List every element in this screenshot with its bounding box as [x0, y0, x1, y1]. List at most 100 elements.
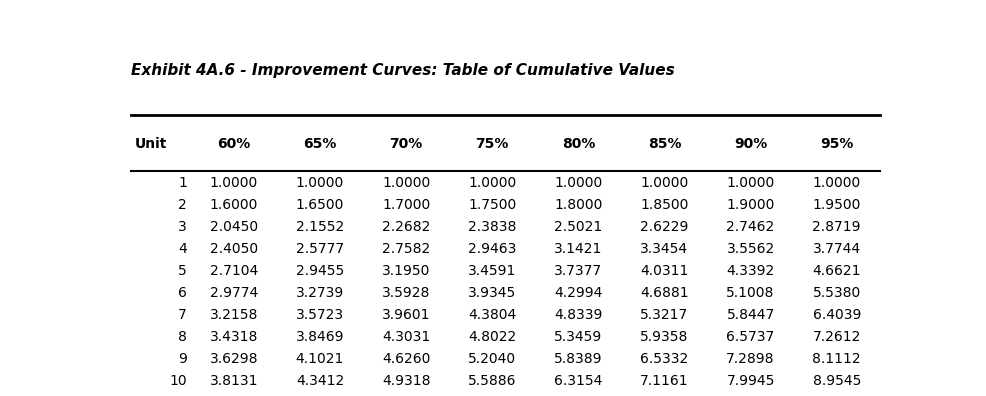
Text: 3.1950: 3.1950	[382, 264, 430, 278]
Text: 3.7377: 3.7377	[554, 264, 602, 278]
Text: 1.0000: 1.0000	[296, 176, 344, 190]
Text: 4.8339: 4.8339	[554, 308, 602, 322]
Text: 7: 7	[178, 308, 187, 322]
Text: 3.7744: 3.7744	[812, 242, 861, 256]
Text: 4: 4	[178, 242, 187, 256]
Text: 5.2040: 5.2040	[468, 352, 517, 366]
Text: 2.5777: 2.5777	[296, 242, 344, 256]
Text: 2.6229: 2.6229	[640, 220, 688, 234]
Text: 75%: 75%	[475, 137, 509, 150]
Text: 8.9545: 8.9545	[812, 374, 861, 388]
Text: 3.2739: 3.2739	[296, 286, 344, 300]
Text: 1.0000: 1.0000	[554, 176, 602, 190]
Text: 6.3154: 6.3154	[554, 374, 602, 388]
Text: Unit: Unit	[135, 137, 167, 150]
Text: 6.5737: 6.5737	[727, 330, 775, 344]
Text: 5.9358: 5.9358	[640, 330, 688, 344]
Text: 5.5886: 5.5886	[468, 374, 517, 388]
Text: 7.9945: 7.9945	[727, 374, 775, 388]
Text: 90%: 90%	[734, 137, 767, 150]
Text: 5.3459: 5.3459	[554, 330, 602, 344]
Text: 2.8719: 2.8719	[812, 220, 861, 234]
Text: 2.9455: 2.9455	[296, 264, 344, 278]
Text: 4.2994: 4.2994	[554, 286, 602, 300]
Text: 2.7104: 2.7104	[210, 264, 258, 278]
Text: 2.0450: 2.0450	[210, 220, 258, 234]
Text: 5.8389: 5.8389	[554, 352, 602, 366]
Text: 5.3217: 5.3217	[640, 308, 688, 322]
Text: 3.9601: 3.9601	[382, 308, 430, 322]
Text: 3.6298: 3.6298	[210, 352, 258, 366]
Text: 3.5562: 3.5562	[727, 242, 775, 256]
Text: 10: 10	[170, 374, 187, 388]
Text: 3.5723: 3.5723	[296, 308, 344, 322]
Text: 2.9463: 2.9463	[468, 242, 517, 256]
Text: 8.1112: 8.1112	[812, 352, 861, 366]
Text: 1.8500: 1.8500	[640, 198, 688, 212]
Text: 8: 8	[178, 330, 187, 344]
Text: 1.9500: 1.9500	[812, 198, 861, 212]
Text: 5.8447: 5.8447	[727, 308, 775, 322]
Text: 2.2682: 2.2682	[382, 220, 430, 234]
Text: 3.2158: 3.2158	[210, 308, 258, 322]
Text: 7.1161: 7.1161	[640, 374, 689, 388]
Text: 85%: 85%	[648, 137, 681, 150]
Text: 2.4050: 2.4050	[210, 242, 258, 256]
Text: 2.1552: 2.1552	[296, 220, 344, 234]
Text: 4.9318: 4.9318	[382, 374, 430, 388]
Text: 2.9774: 2.9774	[210, 286, 258, 300]
Text: 3.8469: 3.8469	[296, 330, 344, 344]
Text: 1.0000: 1.0000	[468, 176, 517, 190]
Text: 3.8131: 3.8131	[210, 374, 258, 388]
Text: 70%: 70%	[389, 137, 423, 150]
Text: 2: 2	[178, 198, 187, 212]
Text: 5.5380: 5.5380	[812, 286, 861, 300]
Text: 1.0000: 1.0000	[640, 176, 688, 190]
Text: 2.7462: 2.7462	[727, 220, 775, 234]
Text: 4.0311: 4.0311	[640, 264, 688, 278]
Text: 4.3804: 4.3804	[468, 308, 517, 322]
Text: 1.0000: 1.0000	[812, 176, 861, 190]
Text: 1.7500: 1.7500	[468, 198, 517, 212]
Text: 6: 6	[178, 286, 187, 300]
Text: 6.5332: 6.5332	[640, 352, 688, 366]
Text: 4.3031: 4.3031	[382, 330, 430, 344]
Text: 3.1421: 3.1421	[554, 242, 602, 256]
Text: 95%: 95%	[820, 137, 854, 150]
Text: 3: 3	[178, 220, 187, 234]
Text: 5: 5	[178, 264, 187, 278]
Text: 3.4318: 3.4318	[210, 330, 258, 344]
Text: 1.6000: 1.6000	[210, 198, 258, 212]
Text: 6.4039: 6.4039	[812, 308, 861, 322]
Text: 4.8022: 4.8022	[468, 330, 517, 344]
Text: 9: 9	[178, 352, 187, 366]
Text: 2.5021: 2.5021	[554, 220, 602, 234]
Text: 4.6621: 4.6621	[812, 264, 861, 278]
Text: Exhibit 4A.6 - Improvement Curves: Table of Cumulative Values: Exhibit 4A.6 - Improvement Curves: Table…	[131, 63, 674, 78]
Text: 60%: 60%	[217, 137, 250, 150]
Text: 1.8000: 1.8000	[554, 198, 602, 212]
Text: 2.3838: 2.3838	[468, 220, 517, 234]
Text: 4.3392: 4.3392	[727, 264, 775, 278]
Text: 80%: 80%	[562, 137, 595, 150]
Text: 1.7000: 1.7000	[382, 198, 430, 212]
Text: 7.2612: 7.2612	[812, 330, 861, 344]
Text: 3.5928: 3.5928	[382, 286, 430, 300]
Text: 7.2898: 7.2898	[727, 352, 775, 366]
Text: 65%: 65%	[304, 137, 336, 150]
Text: 1.0000: 1.0000	[210, 176, 258, 190]
Text: 1: 1	[178, 176, 187, 190]
Text: 4.3412: 4.3412	[296, 374, 344, 388]
Text: 4.1021: 4.1021	[296, 352, 344, 366]
Text: 4.6881: 4.6881	[640, 286, 689, 300]
Text: 3.9345: 3.9345	[468, 286, 517, 300]
Text: 1.0000: 1.0000	[382, 176, 430, 190]
Text: 3.4591: 3.4591	[468, 264, 517, 278]
Text: 1.9000: 1.9000	[727, 198, 775, 212]
Text: 1.0000: 1.0000	[727, 176, 775, 190]
Text: 5.1008: 5.1008	[727, 286, 775, 300]
Text: 1.6500: 1.6500	[296, 198, 344, 212]
Text: 4.6260: 4.6260	[382, 352, 430, 366]
Text: 3.3454: 3.3454	[640, 242, 688, 256]
Text: 2.7582: 2.7582	[382, 242, 430, 256]
